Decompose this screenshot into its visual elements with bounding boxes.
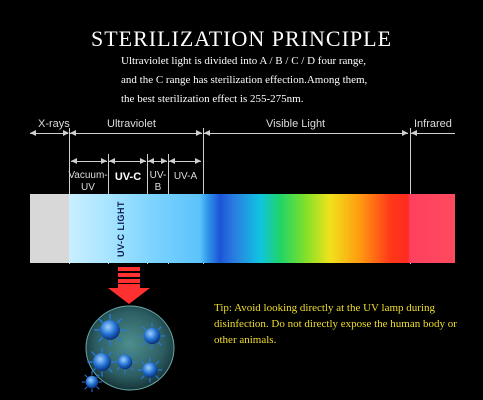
infrared-arrow-left <box>411 130 417 136</box>
band-label-uvb-line2: B <box>154 182 162 193</box>
ultraviolet-arrow-right <box>196 130 202 136</box>
uvb-arrow-left <box>148 158 154 164</box>
arrow-stripe-3 <box>118 279 140 283</box>
uvb-bracket <box>148 161 167 162</box>
ultraviolet-arrow-left <box>70 130 76 136</box>
band-label-vacuum-uv-line2: UV <box>81 182 95 193</box>
uvc-light-text: UV-C LIGHT <box>116 201 126 257</box>
infrared-bracket <box>411 133 455 134</box>
uva-arrow-left <box>169 158 175 164</box>
arrow-stripe-1 <box>118 267 140 271</box>
arrow-stripe-2 <box>118 273 140 277</box>
vacuum-uv-bracket <box>71 161 107 162</box>
band-label-uvb-line1: UV- <box>149 170 167 181</box>
uvc-bracket <box>109 161 146 162</box>
description-line-3: the best sterilization effect is 255-275… <box>121 93 304 105</box>
safety-tip: Tip: Avoid looking directly at the UV la… <box>214 302 457 346</box>
uvc-light-label: UV-C LIGHT <box>101 198 141 260</box>
vacuum-uv-arrow-left <box>71 158 77 164</box>
band-label-uvb: UV- B <box>147 170 169 194</box>
region-label-ultraviolet: Ultraviolet <box>107 118 156 130</box>
down-arrow-icon <box>108 284 150 304</box>
xrays-bracket <box>30 133 68 134</box>
visible-arrow-left <box>204 130 210 136</box>
region-label-visible-light: Visible Light <box>266 118 326 130</box>
band-label-vacuum-uv-line1: Vacuum- <box>68 170 108 181</box>
virus-illustration <box>81 305 175 393</box>
visible-arrow-right <box>402 130 408 136</box>
region-label-infrared: Infrared <box>414 118 452 130</box>
band-label-uva: UV-A <box>173 171 198 182</box>
uva-bracket <box>169 161 201 162</box>
uvb-arrow-right <box>161 158 167 164</box>
description-line-2: and the C range has sterilization effect… <box>121 74 368 86</box>
vacuum-uv-arrow-right <box>101 158 107 164</box>
band-label-vacuum-uv: Vacuum- UV <box>66 170 110 194</box>
description-line-1: Ultraviolet light is divided into A / B … <box>121 55 367 67</box>
uvc-arrow-left <box>109 158 115 164</box>
region-label-xrays: X-rays <box>38 118 70 130</box>
uva-arrow-right <box>195 158 201 164</box>
xrays-arrow-left <box>30 130 36 136</box>
spectrum-bar <box>30 194 455 263</box>
page-title: STERILIZATION PRINCIPLE <box>90 26 393 51</box>
uvc-arrow-right <box>140 158 146 164</box>
xrays-arrow-right <box>63 130 69 136</box>
visible-bracket <box>204 133 408 134</box>
ultraviolet-bracket <box>70 133 202 134</box>
band-label-uvc: UV-C <box>114 171 142 183</box>
